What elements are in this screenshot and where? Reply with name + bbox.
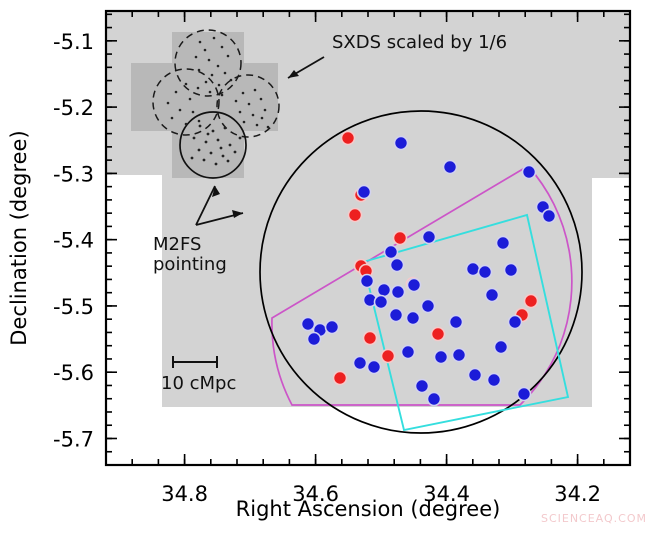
sxds-inset-group bbox=[131, 29, 280, 179]
data-point-blue[interactable] bbox=[467, 367, 483, 383]
data-point-blue[interactable] bbox=[300, 316, 316, 332]
data-point-blue[interactable] bbox=[352, 355, 368, 371]
cyan-footprint bbox=[361, 213, 570, 432]
svg-text:34.4: 34.4 bbox=[423, 482, 470, 506]
data-point-blue[interactable] bbox=[390, 284, 406, 300]
sxds-inset-sources bbox=[166, 36, 270, 166]
data-point-red[interactable] bbox=[362, 330, 378, 346]
data-point-blue[interactable] bbox=[306, 331, 322, 347]
sxds-pointing-right bbox=[216, 74, 280, 138]
axis-tick-labels: 34.8 34.6 34.4 34.2 -5.1 -5.2 -5.3 -5.4 -5.5 -5.6… bbox=[53, 30, 601, 506]
data-point-blue[interactable] bbox=[433, 349, 449, 365]
data-point-blue[interactable] bbox=[421, 229, 437, 245]
scalebar-label: 10 cMpc bbox=[161, 373, 236, 394]
data-point-red[interactable] bbox=[347, 207, 363, 223]
y-axis-title: Declination (degree) bbox=[7, 130, 31, 345]
data-point-blue[interactable] bbox=[359, 273, 375, 289]
scatter-points-group bbox=[300, 130, 557, 407]
axis-ticks bbox=[106, 11, 630, 465]
data-point-blue[interactable] bbox=[373, 294, 389, 310]
data-point-blue[interactable] bbox=[448, 314, 464, 330]
data-point-blue[interactable] bbox=[393, 135, 409, 151]
data-point-blue[interactable] bbox=[465, 261, 481, 277]
data-point-blue[interactable] bbox=[442, 159, 458, 175]
svg-text:-5.3: -5.3 bbox=[53, 162, 94, 186]
magenta-footprint bbox=[271, 164, 573, 406]
data-point-blue[interactable] bbox=[507, 314, 523, 330]
data-point-red[interactable] bbox=[340, 130, 356, 146]
svg-text:-5.7: -5.7 bbox=[53, 427, 94, 451]
data-point-blue[interactable] bbox=[477, 264, 493, 280]
svg-text:34.6: 34.6 bbox=[292, 482, 339, 506]
data-point-blue[interactable] bbox=[389, 257, 405, 273]
svg-text:34.8: 34.8 bbox=[161, 482, 208, 506]
data-point-blue[interactable] bbox=[486, 372, 502, 388]
data-point-red[interactable] bbox=[392, 230, 408, 246]
data-point-blue[interactable] bbox=[405, 310, 421, 326]
data-point-red[interactable] bbox=[523, 293, 539, 309]
data-point-blue[interactable] bbox=[376, 282, 392, 298]
annotation-m2fs: M2FS pointing bbox=[153, 185, 244, 275]
data-point-blue[interactable] bbox=[324, 319, 340, 335]
data-point-blue[interactable] bbox=[426, 391, 442, 407]
watermark: SCIENCEAQ.COM bbox=[541, 512, 647, 525]
sxds-pointing-top bbox=[174, 29, 242, 97]
sxds-annotation-label: SXDS scaled by 1/6 bbox=[332, 32, 507, 53]
data-point-blue[interactable] bbox=[495, 235, 511, 251]
data-point-blue[interactable] bbox=[414, 378, 430, 394]
annotation-sxds: SXDS scaled by 1/6 bbox=[287, 32, 507, 79]
svg-text:-5.2: -5.2 bbox=[53, 96, 94, 120]
data-point-blue[interactable] bbox=[406, 277, 422, 293]
data-point-blue[interactable] bbox=[521, 164, 537, 180]
data-point-blue[interactable] bbox=[388, 307, 404, 323]
svg-text:34.2: 34.2 bbox=[554, 482, 601, 506]
data-point-red[interactable] bbox=[380, 348, 396, 364]
data-point-blue[interactable] bbox=[493, 339, 509, 355]
data-point-blue[interactable] bbox=[451, 347, 467, 363]
scalebar: 10 cMpc bbox=[161, 356, 236, 394]
data-point-blue[interactable] bbox=[400, 344, 416, 360]
sxds-pointing-bottom bbox=[179, 111, 247, 179]
data-point-blue[interactable] bbox=[356, 184, 372, 200]
svg-text:-5.5: -5.5 bbox=[53, 295, 94, 319]
m2fs-annotation-label-line2: pointing bbox=[153, 254, 227, 275]
data-point-blue[interactable] bbox=[516, 386, 532, 402]
blue-sources-series bbox=[300, 135, 557, 407]
svg-text:-5.6: -5.6 bbox=[53, 361, 94, 385]
svg-text:-5.1: -5.1 bbox=[53, 30, 94, 54]
data-point-blue[interactable] bbox=[503, 262, 519, 278]
data-point-red[interactable] bbox=[332, 370, 348, 386]
data-point-blue[interactable] bbox=[484, 287, 500, 303]
m2fs-annotation-label-line1: M2FS bbox=[153, 234, 201, 255]
m2fs-field-circle bbox=[259, 110, 583, 434]
data-point-blue[interactable] bbox=[366, 359, 382, 375]
data-point-red[interactable] bbox=[430, 326, 446, 342]
data-point-blue[interactable] bbox=[383, 244, 399, 260]
x-axis-title: Right Ascension (degree) bbox=[236, 497, 501, 521]
data-point-blue[interactable] bbox=[541, 208, 557, 224]
sxds-pointing-left bbox=[152, 68, 220, 136]
svg-text:-5.4: -5.4 bbox=[53, 229, 94, 253]
data-point-blue[interactable] bbox=[420, 298, 436, 314]
